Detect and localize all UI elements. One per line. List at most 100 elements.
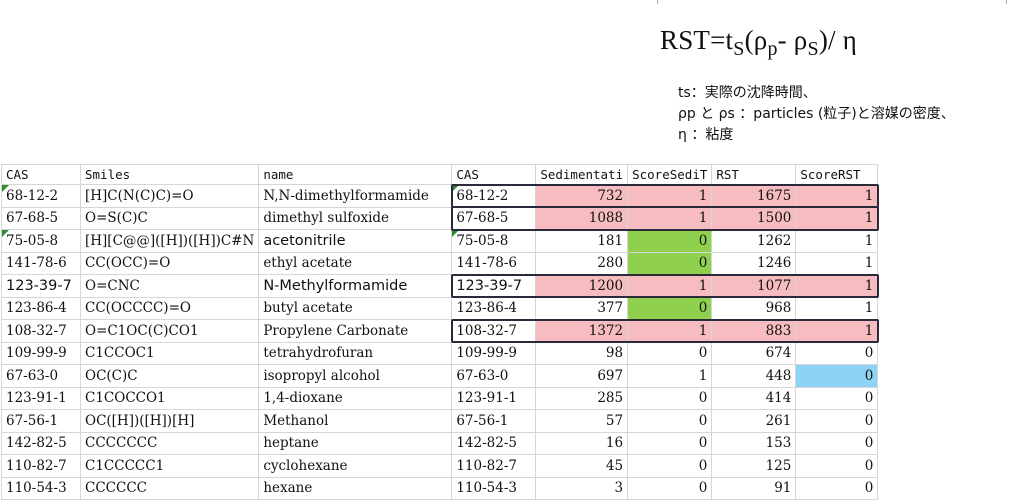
cell-sedimentation[interactable]: 3 bbox=[535, 476, 629, 500]
cell-name[interactable]: Methanol bbox=[258, 409, 453, 433]
cell-score-sed[interactable]: 0 bbox=[627, 386, 713, 410]
cell-score-rst[interactable]: 0 bbox=[795, 386, 879, 410]
cell-sedimentation[interactable]: 181 bbox=[535, 229, 629, 253]
cell-score-rst[interactable]: 0 bbox=[795, 364, 879, 388]
cell-smiles[interactable]: O=CNC bbox=[79, 274, 260, 298]
cell-cas[interactable]: 68-12-2 bbox=[1, 184, 81, 208]
cell-rst[interactable]: 1246 bbox=[711, 251, 797, 275]
cell-smiles[interactable]: O=S(C)C bbox=[79, 206, 260, 230]
cell-score-rst[interactable]: 1 bbox=[795, 229, 879, 253]
cell-cas-2[interactable]: 110-54-3 bbox=[451, 476, 537, 500]
cell-rst[interactable]: 968 bbox=[711, 296, 797, 320]
cell-cas[interactable]: 67-68-5 bbox=[1, 206, 81, 230]
cell-name[interactable]: tetrahydrofuran bbox=[258, 341, 453, 365]
cell-cas[interactable]: 108-32-7 bbox=[1, 319, 81, 343]
cell-name[interactable]: acetonitrile bbox=[258, 229, 453, 253]
cell-score-sed[interactable]: 0 bbox=[627, 229, 713, 253]
cell-score-rst[interactable]: 1 bbox=[795, 251, 879, 275]
cell-sedimentation[interactable]: 697 bbox=[535, 364, 629, 388]
cell-name[interactable]: N-Methylformamide bbox=[258, 274, 453, 298]
header-cas[interactable]: CAS bbox=[1, 164, 81, 185]
cell-cas-2[interactable]: 68-12-2 bbox=[451, 184, 537, 208]
cell-rst[interactable]: 1077 bbox=[711, 274, 797, 298]
cell-score-sed[interactable]: 0 bbox=[627, 454, 713, 478]
header-sedimentation[interactable]: Sedimentati bbox=[535, 164, 629, 185]
cell-cas-2[interactable]: 110-82-7 bbox=[451, 454, 537, 478]
cell-score-rst[interactable]: 1 bbox=[795, 206, 879, 230]
cell-name[interactable]: ethyl acetate bbox=[258, 251, 453, 275]
cell-sedimentation[interactable]: 57 bbox=[535, 409, 629, 433]
cell-rst[interactable]: 674 bbox=[711, 341, 797, 365]
cell-name[interactable]: dimethyl sulfoxide bbox=[258, 206, 453, 230]
cell-cas-2[interactable]: 123-91-1 bbox=[451, 386, 537, 410]
cell-score-rst[interactable]: 1 bbox=[795, 184, 879, 208]
cell-cas-2[interactable]: 75-05-8 bbox=[451, 229, 537, 253]
cell-name[interactable]: hexane bbox=[258, 476, 453, 500]
cell-cas-2[interactable]: 109-99-9 bbox=[451, 341, 537, 365]
cell-cas[interactable]: 109-99-9 bbox=[1, 341, 81, 365]
cell-sedimentation[interactable]: 1372 bbox=[535, 319, 629, 343]
cell-cas[interactable]: 123-91-1 bbox=[1, 386, 81, 410]
cell-smiles[interactable]: C1CCCCC1 bbox=[79, 454, 260, 478]
cell-rst[interactable]: 91 bbox=[711, 476, 797, 500]
cell-cas-2[interactable]: 67-68-5 bbox=[451, 206, 537, 230]
cell-cas[interactable]: 75-05-8 bbox=[1, 229, 81, 253]
cell-score-rst[interactable]: 1 bbox=[795, 296, 879, 320]
cell-cas[interactable]: 110-82-7 bbox=[1, 454, 81, 478]
header-smiles[interactable]: Smiles bbox=[79, 164, 260, 185]
cell-score-sed[interactable]: 1 bbox=[627, 206, 713, 230]
cell-sedimentation[interactable]: 377 bbox=[535, 296, 629, 320]
cell-score-sed[interactable]: 1 bbox=[627, 319, 713, 343]
cell-score-rst[interactable]: 1 bbox=[795, 274, 879, 298]
cell-smiles[interactable]: CC(OCCCC)=O bbox=[79, 296, 260, 320]
cell-cas-2[interactable]: 123-39-7 bbox=[451, 274, 537, 298]
cell-rst[interactable]: 261 bbox=[711, 409, 797, 433]
cell-cas[interactable]: 123-39-7 bbox=[1, 274, 81, 298]
cell-rst[interactable]: 883 bbox=[711, 319, 797, 343]
cell-smiles[interactable]: OC(C)C bbox=[79, 364, 260, 388]
cell-smiles[interactable]: OC([H])([H])[H] bbox=[79, 409, 260, 433]
cell-cas[interactable]: 141-78-6 bbox=[1, 251, 81, 275]
cell-name[interactable]: isopropyl alcohol bbox=[258, 364, 453, 388]
cell-score-rst[interactable]: 1 bbox=[795, 319, 879, 343]
cell-sedimentation[interactable]: 1200 bbox=[535, 274, 629, 298]
cell-score-sed[interactable]: 1 bbox=[627, 184, 713, 208]
cell-score-sed[interactable]: 1 bbox=[627, 364, 713, 388]
cell-score-sed[interactable]: 0 bbox=[627, 431, 713, 455]
cell-smiles[interactable]: [H][C@@]([H])([H])C#N bbox=[79, 229, 260, 253]
cell-rst[interactable]: 1675 bbox=[711, 184, 797, 208]
cell-score-sed[interactable]: 0 bbox=[627, 251, 713, 275]
cell-name[interactable]: Propylene Carbonate bbox=[258, 319, 453, 343]
cell-score-rst[interactable]: 0 bbox=[795, 341, 879, 365]
cell-sedimentation[interactable]: 285 bbox=[535, 386, 629, 410]
cell-rst[interactable]: 448 bbox=[711, 364, 797, 388]
header-name[interactable]: name bbox=[258, 164, 453, 185]
cell-smiles[interactable]: C1CCOC1 bbox=[79, 341, 260, 365]
cell-rst[interactable]: 414 bbox=[711, 386, 797, 410]
cell-cas[interactable]: 110-54-3 bbox=[1, 476, 81, 500]
cell-score-rst[interactable]: 0 bbox=[795, 454, 879, 478]
cell-rst[interactable]: 1262 bbox=[711, 229, 797, 253]
cell-cas-2[interactable]: 108-32-7 bbox=[451, 319, 537, 343]
cell-smiles[interactable]: [H]C(N(C)C)=O bbox=[79, 184, 260, 208]
cell-name[interactable]: cyclohexane bbox=[258, 454, 453, 478]
cell-smiles[interactable]: O=C1OC(C)CO1 bbox=[79, 319, 260, 343]
cell-score-rst[interactable]: 0 bbox=[795, 409, 879, 433]
cell-cas-2[interactable]: 67-63-0 bbox=[451, 364, 537, 388]
cell-smiles[interactable]: CCCCCC bbox=[79, 476, 260, 500]
cell-rst[interactable]: 1500 bbox=[711, 206, 797, 230]
cell-cas[interactable]: 142-82-5 bbox=[1, 431, 81, 455]
cell-smiles[interactable]: CCCCCCC bbox=[79, 431, 260, 455]
cell-cas-2[interactable]: 142-82-5 bbox=[451, 431, 537, 455]
cell-cas-2[interactable]: 123-86-4 bbox=[451, 296, 537, 320]
cell-cas[interactable]: 67-56-1 bbox=[1, 409, 81, 433]
cell-score-sed[interactable]: 0 bbox=[627, 409, 713, 433]
cell-sedimentation[interactable]: 1088 bbox=[535, 206, 629, 230]
cell-name[interactable]: N,N-dimethylformamide bbox=[258, 184, 453, 208]
cell-sedimentation[interactable]: 98 bbox=[535, 341, 629, 365]
cell-score-sed[interactable]: 1 bbox=[627, 274, 713, 298]
cell-cas-2[interactable]: 67-56-1 bbox=[451, 409, 537, 433]
cell-score-sed[interactable]: 0 bbox=[627, 341, 713, 365]
cell-name[interactable]: butyl acetate bbox=[258, 296, 453, 320]
header-score-sed[interactable]: ScoreSediT bbox=[627, 164, 713, 185]
